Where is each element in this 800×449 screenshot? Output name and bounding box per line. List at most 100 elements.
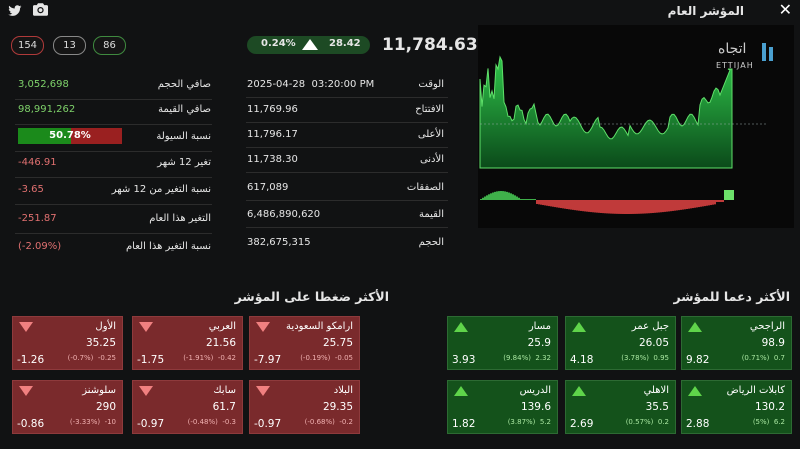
flow-bar	[730, 190, 732, 200]
stock-card[interactable]: الاهلي 35.5 (0.57%) 0.2 2.69	[565, 380, 676, 434]
flow-bar	[714, 200, 716, 205]
flow-bar	[666, 200, 668, 212]
stat-label: الحجم	[418, 237, 444, 248]
stock-change-value: -0.2	[339, 418, 353, 426]
index-points-impact: -7.97	[254, 354, 282, 366]
flow-bar	[572, 200, 574, 210]
stat-label: الوقت	[418, 79, 444, 90]
flow-bar	[722, 200, 724, 202]
flow-bar	[686, 200, 688, 209]
stock-card[interactable]: الدريس 139.6 (3.87%) 5.2 1.82	[447, 380, 558, 434]
flow-bar	[510, 193, 512, 200]
flow-bar	[586, 200, 588, 212]
index-points-impact: 3.93	[452, 354, 476, 366]
close-icon[interactable]: ✕	[778, 0, 792, 19]
flow-bar	[706, 200, 708, 206]
stock-name: كابلات الرياض	[726, 385, 785, 396]
row-divider	[246, 227, 448, 228]
unchanged-count-badge: 13	[53, 36, 86, 55]
stock-card[interactable]: ارامكو السعودية 25.75 (-0.19%) -0.05 -7.97	[249, 316, 360, 370]
stock-card[interactable]: الراجحي 98.9 (0.71%) 0.7 9.82	[681, 316, 792, 370]
flow-bar	[604, 200, 606, 214]
flow-bar	[644, 200, 646, 214]
stat-value: (-2.09%)	[18, 241, 62, 252]
stat-value: 6,486,890,620	[247, 209, 321, 220]
stat-value: 11,769.96	[247, 104, 298, 115]
flow-bar	[584, 200, 586, 212]
stock-name: ارامكو السعودية	[286, 321, 353, 332]
flow-bar	[622, 200, 624, 214]
flow-bar	[514, 195, 516, 200]
flow-bar	[732, 190, 734, 200]
stat-value: 11,738.30	[247, 154, 298, 165]
flow-bar	[530, 199, 532, 200]
row-divider	[15, 99, 212, 100]
stat-label: الصفقات	[406, 182, 444, 193]
flow-bar	[638, 200, 640, 214]
camera-icon[interactable]	[33, 3, 48, 16]
stat-value: 617,089	[247, 182, 289, 193]
flow-bar	[578, 200, 580, 211]
price-area	[479, 55, 733, 169]
stat-value: 98,991,262	[18, 104, 76, 115]
flow-bar	[506, 191, 508, 200]
stock-card[interactable]: العربي 21.56 (-1.91%) -0.42 -1.75	[132, 316, 243, 370]
flow-bar	[508, 192, 510, 200]
flow-bar	[480, 199, 482, 200]
flow-bar	[642, 200, 644, 214]
flow-bar	[682, 200, 684, 210]
ettijah-logo: اتجاه ETTIJAH	[714, 41, 794, 81]
stock-change-value: -0.25	[97, 354, 116, 362]
flow-bar	[498, 191, 500, 200]
stock-card[interactable]: جبل عمر 26.05 (3.78%) 0.95 4.18	[565, 316, 676, 370]
flow-bar	[532, 199, 534, 200]
flow-bar	[600, 200, 602, 213]
flow-bar	[674, 200, 676, 211]
stock-change: (5%) 6.2	[753, 418, 785, 426]
flow-bar	[650, 200, 652, 214]
liquidity-bar: 50.78%	[18, 128, 122, 144]
stock-card[interactable]: مسار 25.9 (9.84%) 2.32 3.93	[447, 316, 558, 370]
index-points-impact: -0.97	[137, 418, 165, 430]
up-arrow-icon	[572, 386, 586, 396]
flow-bar	[500, 191, 502, 200]
stock-card[interactable]: الأول 35.25 (-0.7%) -0.25 -1.26	[12, 316, 123, 370]
up-arrow-icon	[302, 39, 318, 50]
flow-bar	[628, 200, 630, 214]
logo-arabic: اتجاه	[718, 41, 747, 57]
pressure-section-title: الأكثر ضغطا على المؤشر	[234, 289, 389, 304]
stat-label: نسبة السيولة	[156, 131, 211, 142]
stock-change-value: -0.42	[217, 354, 236, 362]
flow-bar	[720, 200, 722, 202]
flow-bar	[526, 199, 528, 200]
stock-name: العربي	[208, 321, 236, 332]
stock-change: (3.78%) 0.95	[621, 354, 669, 362]
down-arrow-icon	[256, 386, 270, 396]
flow-bar	[710, 200, 712, 206]
stock-card[interactable]: سلوشنز 290 (-3.33%) -10 -0.86	[12, 380, 123, 434]
stock-card[interactable]: كابلات الرياض 130.2 (5%) 6.2 2.88	[681, 380, 792, 434]
stock-change: (0.71%) 0.7	[742, 354, 785, 362]
stock-card[interactable]: سابك 61.7 (-0.48%) -0.3 -0.97	[132, 380, 243, 434]
stock-change-value: -0.05	[334, 354, 353, 362]
stat-label: تغير 12 شهر	[157, 157, 211, 168]
stock-price: 26.05	[638, 337, 669, 349]
flow-bar	[676, 200, 678, 211]
stock-change: (-0.48%) -0.3	[188, 418, 236, 426]
index-points-impact: 4.18	[570, 354, 594, 366]
stat-value: -3.65	[18, 184, 44, 195]
change-percent: 0.24%	[261, 38, 296, 49]
flow-bar	[536, 200, 538, 204]
flow-bar	[716, 200, 718, 202]
stock-change: (9.84%) 2.32	[503, 354, 551, 362]
index-points-impact: -1.75	[137, 354, 165, 366]
flow-bar	[554, 200, 556, 208]
twitter-icon[interactable]	[8, 5, 22, 17]
stat-value: 3,052,698	[18, 79, 69, 90]
flow-bar	[690, 200, 692, 209]
stock-price: 21.56	[205, 337, 236, 349]
stock-card[interactable]: البلاد 29.35 (-0.68%) -0.2 -0.97	[249, 380, 360, 434]
flow-bar	[522, 199, 524, 200]
flow-bar	[728, 190, 730, 200]
flow-bar	[592, 200, 594, 213]
